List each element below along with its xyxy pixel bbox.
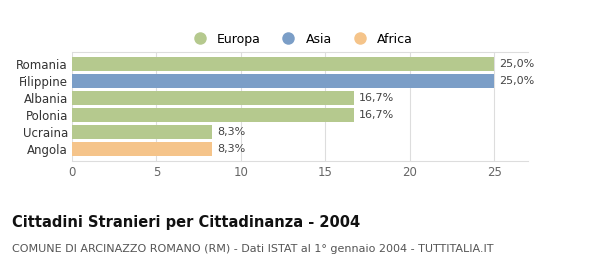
Bar: [72, 91, 354, 105]
Text: 16,7%: 16,7%: [359, 93, 394, 103]
Bar: [72, 108, 354, 122]
Bar: [72, 74, 494, 88]
Bar: [72, 142, 212, 156]
Text: 8,3%: 8,3%: [217, 127, 245, 137]
Text: Cittadini Stranieri per Cittadinanza - 2004: Cittadini Stranieri per Cittadinanza - 2…: [12, 214, 360, 230]
Text: 25,0%: 25,0%: [499, 76, 535, 86]
Text: 25,0%: 25,0%: [499, 59, 535, 69]
Bar: [72, 57, 494, 71]
Bar: [72, 125, 212, 139]
Text: 16,7%: 16,7%: [359, 110, 394, 120]
Text: 8,3%: 8,3%: [217, 144, 245, 154]
Legend: Europa, Asia, Africa: Europa, Asia, Africa: [182, 28, 418, 51]
Text: COMUNE DI ARCINAZZO ROMANO (RM) - Dati ISTAT al 1° gennaio 2004 - TUTTITALIA.IT: COMUNE DI ARCINAZZO ROMANO (RM) - Dati I…: [12, 244, 493, 254]
